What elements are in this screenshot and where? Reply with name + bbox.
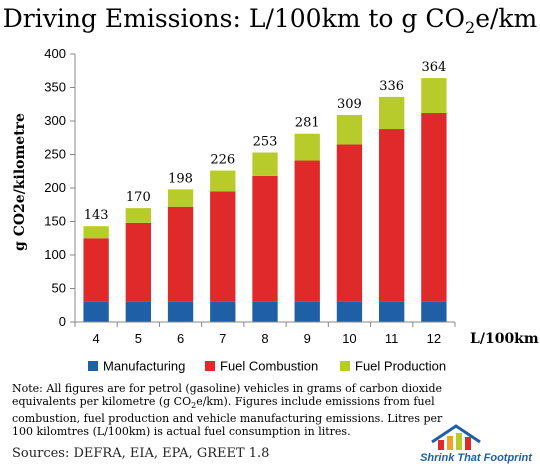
house-chart-logo-icon: Shrink That Footprint [420, 424, 533, 464]
bar-total-label: 198 [168, 171, 193, 186]
legend-swatch-fuel-production [340, 361, 350, 371]
bar-fuel-production [379, 96, 405, 130]
bar-fuel-production [125, 208, 151, 223]
bar-total-label: 281 [295, 116, 320, 131]
y-tick-label: 200 [44, 180, 66, 195]
bar-fuel-combustion [125, 222, 151, 302]
chart-title: Driving Emissions: L/100km to g CO2e/km [2, 4, 538, 37]
x-tick-label: 8 [261, 331, 268, 346]
bar-fuel-combustion [83, 238, 109, 302]
x-tick-label: 5 [135, 331, 142, 346]
bar-manufacturing [294, 301, 320, 322]
bar-total-label: 143 [84, 208, 109, 223]
bar-fuel-production [83, 226, 109, 239]
legend-swatch-manufacturing [88, 361, 98, 371]
legend-swatch-fuel-combustion [205, 361, 215, 371]
bar-manufacturing [210, 301, 236, 322]
y-tick-label: 300 [44, 113, 66, 128]
x-axis-title: L/100km [470, 331, 539, 347]
x-tick-label: 9 [304, 331, 311, 346]
y-tick-label: 400 [44, 46, 66, 61]
bar-total-label: 336 [379, 79, 404, 94]
y-tick-label: 0 [59, 314, 66, 329]
logo-text: Shrink That Footprint [420, 452, 533, 464]
legend-label-fuel-combustion: Fuel Combustion [220, 359, 318, 374]
legend: Manufacturing Fuel Combustion Fuel Product… [88, 359, 446, 374]
x-tick-label: 7 [219, 331, 226, 346]
bar-fuel-production [294, 133, 320, 161]
bar-manufacturing [252, 301, 278, 322]
y-tick-label: 250 [44, 147, 66, 162]
bar-manufacturing [167, 301, 194, 322]
y-tick-label: 50 [52, 281, 66, 296]
bar-total-label: 170 [126, 190, 151, 205]
bar-fuel-combustion [379, 129, 405, 302]
x-tick-label: 10 [342, 331, 356, 346]
bar-manufacturing [125, 301, 151, 322]
bar-fuel-combustion [210, 191, 236, 302]
bar-fuel-production [210, 170, 236, 192]
bar-fuel-production [336, 114, 363, 145]
bar-total-label: 226 [210, 153, 235, 168]
legend-label-fuel-production: Fuel Production [355, 359, 446, 374]
bar-fuel-production [421, 78, 447, 113]
bar-fuel-combustion [421, 112, 447, 302]
bar-fuel-production [167, 189, 194, 207]
bar-manufacturing [83, 301, 109, 322]
sources-line: Sources: DEFRA, EIA, EPA, GREET 1.8 [12, 446, 270, 461]
x-tick-label: 4 [92, 331, 99, 346]
bar-total-label: 309 [337, 97, 362, 112]
bar-total-label: 364 [421, 60, 446, 75]
bar-fuel-production [252, 152, 278, 176]
bar-manufacturing [379, 301, 405, 322]
bar-manufacturing [421, 301, 447, 322]
y-tick-label: 150 [44, 214, 66, 229]
x-tick-label: 11 [385, 331, 399, 346]
footnote: Note: All figures are for petrol (gasoli… [12, 382, 443, 439]
y-axis-title: g CO2e/kilometre [12, 113, 28, 251]
bar-manufacturing [336, 301, 363, 322]
y-tick-label: 100 [44, 247, 66, 262]
bar-fuel-combustion [252, 175, 278, 302]
x-tick-label: 12 [427, 331, 441, 346]
y-tick-label: 350 [44, 80, 66, 95]
bar-fuel-combustion [336, 144, 363, 302]
bar-total-label: 253 [253, 134, 278, 149]
legend-label-manufacturing: Manufacturing [103, 359, 185, 374]
bar-fuel-combustion [167, 206, 194, 302]
bar-fuel-combustion [294, 160, 320, 302]
x-tick-label: 6 [177, 331, 184, 346]
